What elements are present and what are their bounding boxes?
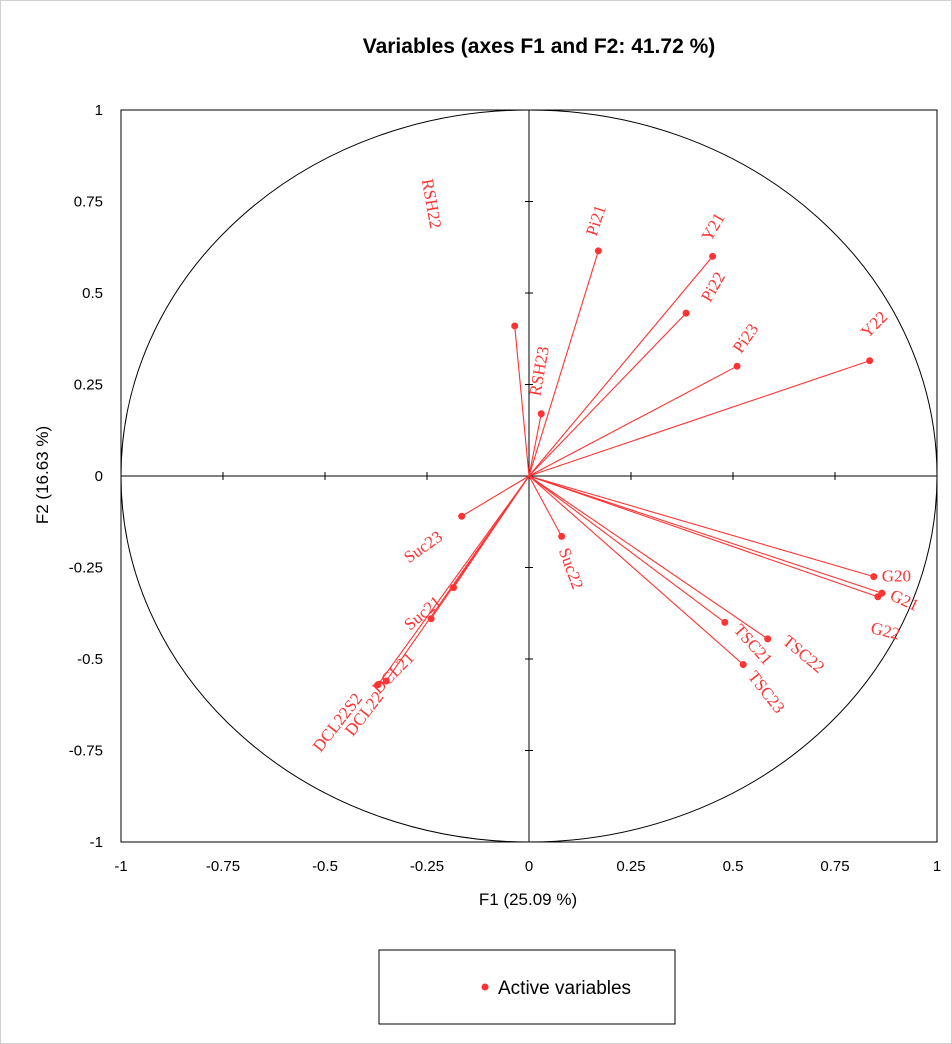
- label-tsc23: TSC23: [744, 667, 789, 717]
- y-tick-label: 0.25: [74, 377, 103, 394]
- x-tick-label: -0.5: [312, 858, 338, 875]
- point-dcl22s2: [374, 681, 382, 689]
- legend-marker: [481, 983, 489, 991]
- point-tsc22: [764, 635, 772, 643]
- point-pi21: [594, 247, 602, 255]
- vector-tsc23: [528, 475, 744, 665]
- x-tick-label: 0.25: [616, 858, 645, 875]
- label-rsh23: RSH23: [525, 345, 552, 398]
- vector-rsh23: [528, 413, 542, 477]
- x-tick-label: -0.75: [206, 858, 240, 875]
- point-y22: [866, 357, 874, 365]
- x-tick-label: 0.75: [820, 858, 849, 875]
- vector-suc22: [528, 475, 563, 537]
- point-rsh22: [511, 322, 519, 330]
- legend-entry-active-variables: Active variables: [498, 978, 631, 999]
- label-suc23: Suc23: [400, 527, 446, 567]
- vector-pi21: [528, 250, 599, 477]
- label-dcl21: DCL21: [368, 648, 417, 697]
- vector-tsc21: [528, 475, 726, 623]
- y-tick-label: -0.25: [69, 560, 103, 577]
- label-rsh22: RSH22: [418, 177, 445, 230]
- y-tick-label: -0.75: [69, 743, 103, 760]
- vector-dcl22: [385, 475, 530, 682]
- x-tick-label: 0: [525, 858, 533, 875]
- vector-y21: [528, 256, 714, 477]
- point-pi23: [733, 362, 741, 370]
- x-tick-label: 1: [933, 858, 941, 875]
- point-dcl22: [382, 677, 390, 685]
- label-y22: Y22: [857, 307, 891, 341]
- vector-pi23: [528, 365, 738, 477]
- label-pi21: Pi21: [582, 203, 610, 239]
- vector-pi22: [528, 312, 687, 477]
- y-tick-label: 0.5: [82, 285, 103, 302]
- x-tick-label: -1: [114, 858, 127, 875]
- point-tsc23: [739, 660, 747, 668]
- x-axis-label: F1 (25.09 %): [479, 890, 577, 909]
- y-tick-label: 0.75: [74, 194, 103, 211]
- vector-dcl22s2: [377, 475, 530, 685]
- point-g22: [874, 593, 882, 601]
- label-y21: Y21: [698, 210, 729, 245]
- y-tick-label: 0: [95, 468, 103, 485]
- vector-y22: [528, 360, 870, 477]
- label-tsc21: TSC21: [730, 620, 776, 669]
- x-tick-label: 0.5: [723, 858, 744, 875]
- legend: Active variables: [378, 949, 676, 1025]
- label-g22: G22: [869, 618, 902, 644]
- label-tsc22: TSC22: [779, 631, 828, 677]
- point-dcl21: [427, 615, 435, 623]
- vector-g20: [528, 475, 874, 578]
- point-suc22: [558, 532, 566, 540]
- x-tick-label: -0.25: [410, 858, 444, 875]
- point-pi22: [682, 309, 690, 317]
- point-suc23: [458, 512, 466, 520]
- label-pi23: Pi23: [729, 320, 762, 356]
- vector-rsh22: [514, 325, 530, 477]
- y-axis-label: F2 (16.63 %): [33, 426, 52, 524]
- plot-area: -1 -0.75 -0.5 -0.25 0 0.25 0.5 0.75 1 1 0.75 0.5 0.2…: [69, 102, 941, 875]
- label-suc22: Suc22: [555, 545, 587, 591]
- point-tsc21: [721, 618, 729, 626]
- chart-title: Variables (axes F1 and F2: 41.72 %): [363, 35, 716, 58]
- y-tick-label: 1: [95, 102, 103, 119]
- vector-g22: [528, 475, 879, 598]
- label-g20: G20: [882, 567, 911, 586]
- vector-g21: [528, 475, 883, 594]
- point-y21: [709, 252, 717, 260]
- legend-box: [378, 949, 676, 1025]
- label-pi22: Pi22: [697, 269, 729, 306]
- vector-suc23: [461, 475, 530, 517]
- y-tick-label: -0.5: [77, 651, 103, 668]
- point-rsh23: [537, 410, 545, 418]
- vector-tsc22: [528, 475, 768, 640]
- y-tick-label: -1: [90, 834, 103, 851]
- point-g20: [870, 573, 878, 581]
